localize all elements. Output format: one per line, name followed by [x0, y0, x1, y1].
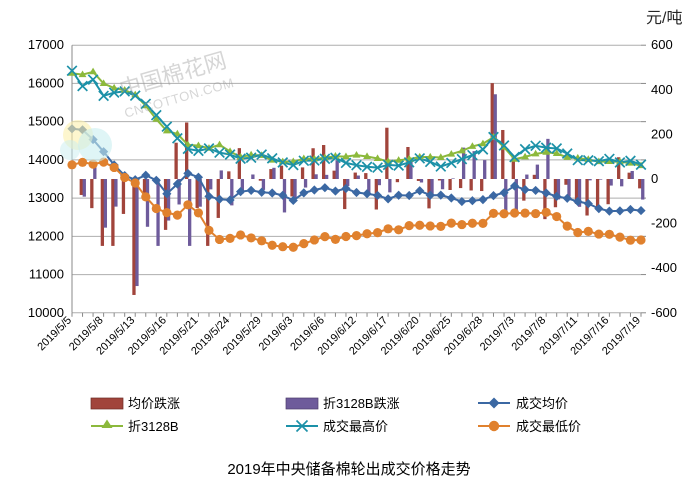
svg-text:成交最高价: 成交最高价: [323, 419, 388, 434]
svg-text:折3128B: 折3128B: [128, 419, 179, 434]
svg-text:折3128B跌涨: 折3128B跌涨: [323, 396, 400, 411]
svg-text:成交均价: 成交均价: [516, 396, 568, 411]
svg-text:成交最低价: 成交最低价: [516, 419, 581, 434]
svg-text:均价跌涨: 均价跌涨: [128, 396, 180, 411]
